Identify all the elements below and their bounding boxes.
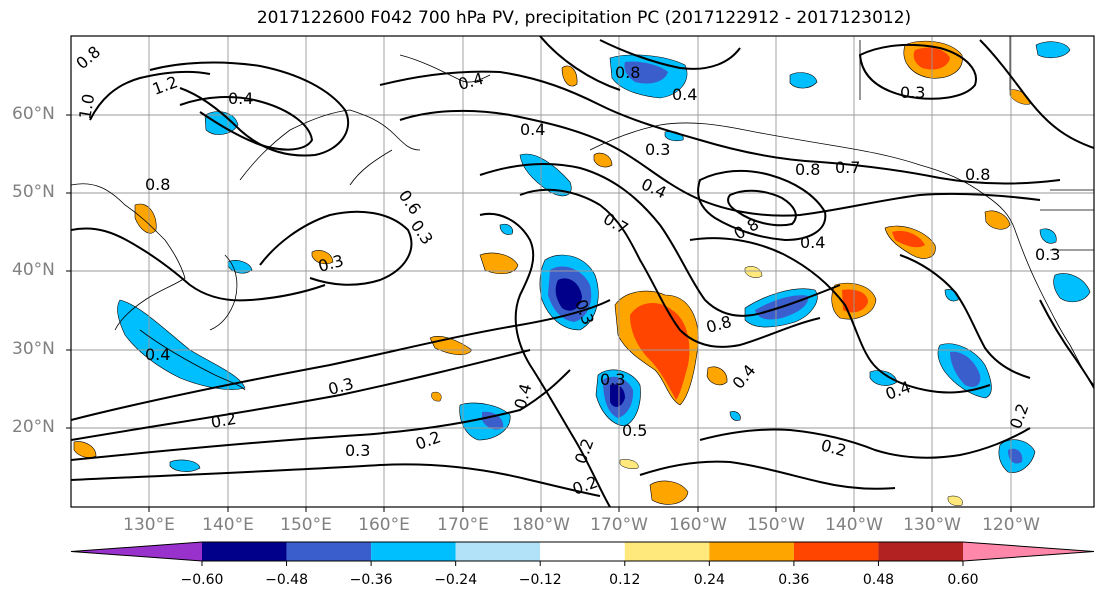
colorbar-segment xyxy=(793,542,879,561)
lat-label: 20°N xyxy=(12,417,55,437)
colorbar-segment xyxy=(878,542,963,561)
contour-label: 0.4 xyxy=(520,120,545,139)
contour-label: 1.0 xyxy=(75,92,98,120)
colorbar-tick-label: −0.24 xyxy=(434,572,478,588)
lon-label: 140°W xyxy=(825,515,883,535)
contour-label: 0.8 xyxy=(615,63,640,82)
colorbar-segment xyxy=(202,542,287,561)
colorbar-tick-label: −0.36 xyxy=(349,572,393,588)
lat-label: 30°N xyxy=(12,339,55,359)
contour-label: 0.4 xyxy=(800,233,825,252)
lon-label: 160°E xyxy=(358,515,410,535)
lat-label: 50°N xyxy=(12,182,55,202)
contour-label: 0.3 xyxy=(1035,245,1060,264)
colorbar-ticks xyxy=(201,561,964,566)
contour-label: 0.8 xyxy=(145,175,170,194)
lon-label: 130°W xyxy=(903,515,961,535)
contour-label: 0.8 xyxy=(965,165,990,184)
colorbar-segment xyxy=(286,542,372,561)
colorbar-segment xyxy=(624,542,710,561)
colorbar-tick-label: 0.24 xyxy=(693,572,725,588)
colorbar-tick-label: −0.48 xyxy=(265,572,308,588)
contour-label: 0.3 xyxy=(645,140,670,159)
colorbar-tick-label: 0.12 xyxy=(609,572,641,588)
lon-label: 140°E xyxy=(202,515,254,535)
colorbar-segment xyxy=(455,542,541,561)
lon-label: 150°E xyxy=(280,515,332,535)
colorbar-tick-label: −0.60 xyxy=(180,572,224,588)
axis-ticks xyxy=(66,114,1012,512)
map-title: 2017122600 F042 700 hPa PV, precipitatio… xyxy=(256,8,912,28)
lat-label: 40°N xyxy=(12,260,55,280)
colorbar-segment xyxy=(963,542,1094,561)
lat-label: 60°N xyxy=(12,104,55,124)
colorbar-tick-label: 0.36 xyxy=(778,572,810,588)
lon-label: 120°W xyxy=(982,515,1040,535)
contour-label: 0.4 xyxy=(672,85,697,104)
contour-label: 0.3 xyxy=(345,441,370,460)
contour-label: 0.4 xyxy=(228,89,253,108)
colorbar-segment xyxy=(709,542,794,561)
contour-label: 0.3 xyxy=(900,83,925,102)
lon-label: 180°W xyxy=(512,515,570,535)
lon-label: 160°W xyxy=(669,515,727,535)
lon-label: 130°E xyxy=(123,515,175,535)
colorbar-segment xyxy=(71,542,202,561)
contour-label: 0.5 xyxy=(622,421,647,440)
colorbar-tick-label: −0.12 xyxy=(518,572,562,588)
pv-contours xyxy=(71,36,1094,507)
contour-label: 0.4 xyxy=(145,345,170,364)
contour-label: 0.7 xyxy=(835,158,860,177)
contour-label: 0.8 xyxy=(795,160,820,179)
lon-label: 170°W xyxy=(590,515,648,535)
lon-label: 170°E xyxy=(437,515,489,535)
colorbar-tick-label: 0.60 xyxy=(947,572,979,588)
contour-label: 0.2 xyxy=(209,409,237,432)
colorbar-tick-label: 0.48 xyxy=(862,572,895,588)
colorbar-segment xyxy=(371,542,456,561)
contour-label: 0.3 xyxy=(600,370,625,389)
precip-shading-negative xyxy=(117,41,1091,473)
colorbar-segment xyxy=(540,542,625,561)
lon-label: 150°W xyxy=(747,515,805,535)
colorbar-segments xyxy=(70,541,1095,562)
